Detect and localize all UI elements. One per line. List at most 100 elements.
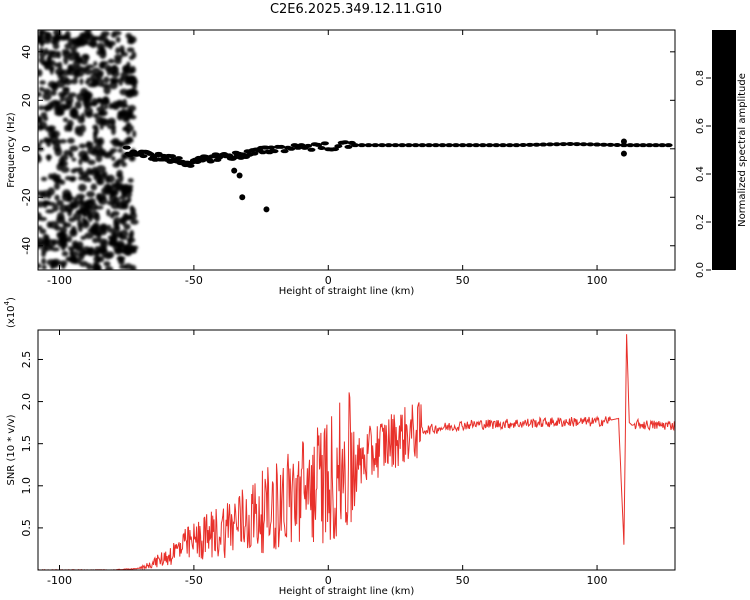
heatmap-blob — [620, 138, 627, 145]
heatmap-ridge-point — [391, 143, 400, 148]
heatmap-noise-blob — [93, 138, 103, 145]
heatmap-y-tick-label: -20 — [20, 188, 33, 206]
heatmap-ridge-point — [498, 143, 507, 148]
heatmap-noise-blob — [88, 198, 96, 205]
heatmap-ridge-point — [307, 147, 316, 152]
heatmap-noise-blob — [115, 101, 125, 107]
heatmap-noise-blob — [99, 223, 108, 230]
heatmap-x-tick-label: -50 — [185, 274, 203, 287]
heatmap-noise-blob — [70, 225, 77, 235]
heatmap-noise-blob — [66, 197, 73, 203]
heatmap-noise-blob — [103, 261, 111, 267]
snr-y-tick-label: 0.5 — [20, 519, 33, 537]
heatmap-ridge-point — [626, 143, 635, 148]
heatmap-noise-blob — [38, 225, 43, 231]
heatmap-noise-blob — [63, 149, 73, 156]
colorbar — [712, 30, 736, 270]
heatmap-noise-blob — [44, 104, 53, 111]
heatmap-noise-blob — [54, 67, 65, 76]
heatmap-noise-blob — [107, 235, 114, 240]
heatmap-ridge-point — [139, 154, 148, 159]
heatmap-noise-blob — [97, 111, 106, 116]
heatmap-noise-blob — [53, 182, 61, 190]
heatmap-noise-blob — [96, 42, 105, 51]
heatmap-noise-blob — [60, 242, 68, 249]
heatmap-noise-blob — [59, 94, 66, 103]
heatmap-noise-blob — [73, 72, 79, 81]
snr-y-scale-exponent: 4 — [3, 300, 11, 305]
heatmap-ridge-point — [664, 143, 673, 148]
heatmap-noise-blob — [46, 239, 56, 248]
heatmap-noise-blob — [100, 99, 105, 108]
heatmap-noise-blob — [97, 244, 108, 252]
heatmap-noise-blob — [66, 235, 73, 243]
heatmap-noise-blob — [103, 183, 112, 191]
heatmap-noise-blob — [71, 258, 82, 265]
heatmap-plot-area — [38, 30, 673, 270]
heatmap-ridge-point — [451, 143, 460, 148]
snr-frame — [37, 329, 676, 571]
heatmap-noise-blob — [113, 216, 122, 226]
heatmap-noise-blob — [68, 92, 77, 98]
heatmap-ridge-point — [378, 143, 387, 148]
heatmap-noise-blob — [49, 134, 59, 144]
heatmap-noise-blob — [67, 53, 76, 61]
heatmap-noise-blob — [115, 222, 120, 231]
heatmap-ridge-point — [351, 143, 360, 148]
heatmap-blob — [236, 172, 243, 179]
heatmap-noise-blob — [87, 227, 97, 233]
heatmap-noise-blob — [54, 110, 65, 117]
heatmap-y-tick-label: 0 — [20, 145, 33, 152]
heatmap-ridge-point — [613, 143, 622, 147]
heatmap-ridge-point — [579, 142, 588, 147]
heatmap-noise-blob — [39, 228, 47, 235]
heatmap-ridge-point — [404, 143, 413, 148]
heatmap-noise-blob — [38, 47, 45, 53]
heatmap-noise-blob — [126, 89, 137, 95]
heatmap-noise-blob — [56, 212, 65, 221]
figure-title: C2E6.2025.349.12.11.G10 — [269, 2, 443, 17]
heatmap-ridge-point — [304, 143, 313, 148]
heatmap-noise-blob — [60, 154, 69, 161]
heatmap-noise-blob — [87, 248, 96, 257]
heatmap-noise-blob — [47, 125, 56, 131]
heatmap-noise-blob — [104, 266, 114, 270]
heatmap-noise-blob — [80, 59, 88, 66]
heatmap-ridge-point — [384, 143, 393, 148]
heatmap-noise-blob — [104, 104, 109, 110]
heatmap-noise-blob — [91, 67, 101, 76]
heatmap-ridge-point — [492, 143, 501, 148]
heatmap-ridge-point — [267, 145, 276, 150]
colorbar-label: Normalized spectral amplitude — [737, 73, 748, 227]
heatmap-noise-blob — [116, 244, 122, 252]
heatmap-noise-blob — [111, 156, 116, 162]
heatmap-noise-blob — [50, 90, 57, 96]
heatmap-noise-blob — [38, 237, 44, 246]
heatmap-ridge-point — [472, 143, 481, 148]
heatmap-noise-blob — [128, 55, 135, 61]
heatmap-ridge-point — [418, 143, 427, 148]
heatmap-noise-blob — [71, 157, 77, 162]
heatmap-noise-blob — [46, 221, 53, 229]
heatmap-noise-blob — [38, 142, 42, 148]
heatmap-noise-blob — [127, 39, 135, 45]
heatmap-noise-blob — [51, 247, 60, 252]
heatmap-ridge-point — [512, 143, 521, 148]
heatmap-noise-blob — [122, 117, 130, 123]
heatmap-noise-blob — [95, 154, 103, 163]
heatmap-noise-blob — [70, 168, 77, 174]
heatmap-noise-blob — [67, 124, 73, 132]
heatmap-ridge-point — [619, 143, 628, 148]
heatmap-noise-blob — [108, 102, 113, 110]
heatmap-noise-blob — [87, 177, 92, 183]
heatmap-noise-blob — [77, 219, 83, 228]
heatmap-noise-blob — [98, 228, 108, 236]
heatmap-noise-blob — [115, 186, 125, 192]
heatmap-ridge-point — [552, 142, 561, 147]
heatmap-noise-blob — [79, 260, 89, 267]
heatmap-ridge-point — [371, 143, 380, 148]
heatmap-noise-blob — [82, 153, 89, 162]
heatmap-noise-blob — [79, 202, 88, 212]
heatmap-noise-blob — [62, 104, 71, 111]
colorbar-tick-label: 0.6 — [695, 118, 706, 134]
